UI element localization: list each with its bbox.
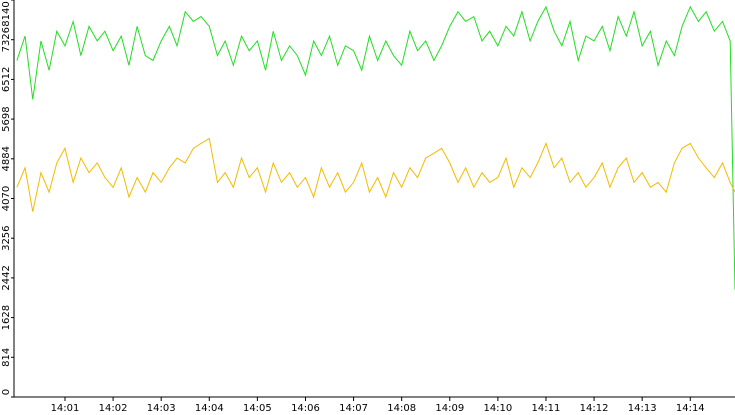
y-tick-label: 814 [1,348,12,367]
y-tick-label: 6512 [1,67,12,92]
x-tick-label: 14:05 [243,403,272,414]
series-line [16,5,735,290]
y-tick-label: 4070 [1,186,12,211]
y-tick-label: 5698 [1,106,12,131]
x-tick-label: 14:01 [51,403,80,414]
x-tick-label: 14:11 [532,403,561,414]
x-tick-label: 14:13 [628,403,657,414]
x-tick-label: 14:12 [580,403,609,414]
x-tick-label: 14:03 [147,403,176,414]
y-tick-label: 2442 [1,265,12,290]
y-tick-label: 1628 [1,305,12,330]
y-tick-label: 4884 [1,146,12,171]
y-tick-label: 3256 [1,225,12,250]
x-tick-label: 14:08 [387,403,416,414]
y-tick-label: 8140 [1,1,12,26]
series-line [16,137,735,212]
x-tick-label: 14:14 [676,403,705,414]
x-tick-label: 14:04 [195,403,224,414]
x-tick-label: 14:02 [99,403,128,414]
y-tick-label: 7326 [1,27,12,52]
y-tick-label: 0 [1,389,12,395]
x-tick-label: 14:09 [435,403,464,414]
x-tick-label: 14:06 [291,403,320,414]
x-tick-label: 14:10 [483,403,512,414]
x-tick-label: 14:07 [339,403,368,414]
